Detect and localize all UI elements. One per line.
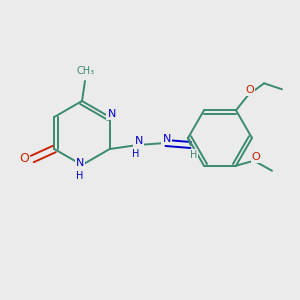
Text: H: H: [76, 171, 84, 181]
Text: N: N: [107, 109, 116, 119]
Text: O: O: [19, 152, 29, 166]
Text: H: H: [190, 150, 197, 160]
Text: N: N: [163, 134, 171, 144]
Text: N: N: [76, 158, 84, 168]
Text: H: H: [132, 149, 140, 159]
Text: O: O: [252, 152, 260, 162]
Text: CH₃: CH₃: [77, 66, 95, 76]
Text: N: N: [134, 136, 143, 146]
Text: O: O: [246, 85, 254, 95]
